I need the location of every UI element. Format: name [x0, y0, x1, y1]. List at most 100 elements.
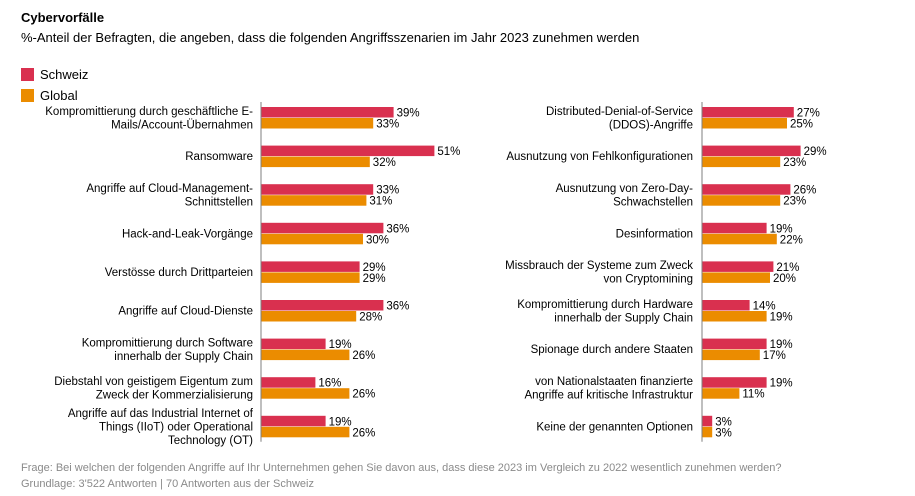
- category-label: Ransomware: [185, 151, 253, 163]
- data-label: 19%: [770, 312, 793, 324]
- category-label: Ausnutzung von Fehlkonfigurationen: [506, 151, 693, 163]
- data-label: 19%: [329, 339, 352, 351]
- bar-schweiz: [702, 338, 767, 350]
- data-label: 20%: [773, 273, 796, 285]
- category-label: Keine der genannten Optionen: [536, 421, 693, 433]
- data-label: 29%: [363, 273, 386, 285]
- footer-question: Frage: Bei welchen der folgenden Angriff…: [21, 462, 782, 474]
- category-label: Schnittstellen: [185, 196, 253, 208]
- category-label: innerhalb der Supply Chain: [114, 351, 253, 363]
- category-label: von Cryptomining: [604, 274, 693, 286]
- bar-global: [702, 195, 781, 206]
- category-label: Kompromittierung durch Software: [82, 337, 253, 349]
- bar-global: [702, 233, 777, 245]
- bar-schweiz: [261, 338, 326, 350]
- bar-schweiz: [702, 184, 791, 195]
- data-label: 33%: [376, 119, 399, 131]
- bar-global: [261, 272, 360, 283]
- legend-label-global: Global: [40, 87, 78, 103]
- data-label: 30%: [366, 234, 389, 246]
- category-label: Ausnutzung von Zero-Day-: [556, 183, 694, 195]
- data-label: 3%: [715, 416, 732, 428]
- category-label: Desinformation: [616, 228, 693, 240]
- bar-schweiz: [261, 184, 374, 195]
- bar-global: [261, 311, 357, 322]
- data-label: 19%: [770, 339, 793, 351]
- data-label: 26%: [352, 350, 375, 362]
- bar-schweiz: [702, 300, 750, 311]
- data-label: 22%: [780, 234, 803, 246]
- category-label: Mails/Account-Übernahmen: [111, 119, 253, 131]
- bar-schweiz: [261, 222, 384, 234]
- data-label: 23%: [783, 157, 806, 169]
- bar-global: [702, 156, 781, 168]
- data-label: 23%: [783, 196, 806, 208]
- bar-global: [261, 388, 350, 399]
- category-label: Technology (OT): [168, 435, 253, 447]
- legend-item-global: Global: [21, 87, 78, 103]
- category-label: Schwachstellen: [613, 196, 693, 208]
- category-label: Verstösse durch Drittparteien: [105, 267, 253, 279]
- category-label: innerhalb der Supply Chain: [554, 312, 693, 324]
- data-label: 19%: [329, 416, 352, 428]
- category-label: Distributed-Denial-of-Service: [546, 106, 693, 118]
- bar-schweiz: [261, 145, 435, 157]
- bar-global: [261, 233, 363, 245]
- bar-schweiz: [702, 145, 801, 157]
- data-label: 3%: [715, 427, 732, 439]
- data-label: 28%: [359, 312, 382, 324]
- data-label: 25%: [790, 119, 813, 131]
- data-label: 33%: [376, 185, 399, 197]
- category-label: Spionage durch andere Staaten: [531, 344, 693, 356]
- bar-global: [702, 426, 713, 438]
- category-label: Missbrauch der Systeme zum Zweck: [505, 260, 693, 272]
- category-label: Hack-and-Leak-Vorgänge: [122, 228, 253, 240]
- data-label: 27%: [797, 108, 820, 120]
- category-label: Angriffe auf das Industrial Internet of: [68, 408, 254, 420]
- category-label: (DDOS)-Angriffe: [609, 119, 693, 131]
- bar-global: [261, 118, 374, 129]
- data-label: 14%: [753, 301, 776, 313]
- data-label: 36%: [386, 301, 409, 313]
- bar-global: [702, 272, 770, 283]
- data-label: 26%: [352, 427, 375, 439]
- bar-global: [702, 118, 787, 129]
- data-label: 19%: [770, 378, 793, 390]
- bar-global: [702, 388, 740, 399]
- legend-item-schweiz: Schweiz: [21, 66, 88, 82]
- bar-global: [261, 349, 350, 361]
- bar-schweiz: [261, 300, 384, 311]
- data-label: 29%: [804, 146, 827, 158]
- data-label: 11%: [742, 389, 764, 401]
- category-label: Zweck der Kommerzialisierung: [96, 389, 253, 401]
- bar-global: [702, 349, 760, 361]
- data-label: 36%: [386, 223, 409, 235]
- category-label: Things (IIoT) oder Operational: [99, 421, 253, 433]
- data-label: 26%: [352, 389, 375, 401]
- legend-label-schweiz: Schweiz: [40, 66, 89, 82]
- bar-schweiz: [702, 377, 767, 388]
- bar-global: [261, 195, 367, 206]
- data-label: 51%: [437, 146, 460, 158]
- chart-subtitle: %-Anteil der Befragten, die angeben, das…: [21, 30, 640, 45]
- category-label: Angriffe auf Cloud-Management-: [86, 183, 253, 195]
- chart-title: Cybervorfälle: [21, 10, 105, 25]
- bar-schweiz: [702, 222, 767, 234]
- bar-schweiz: [702, 415, 713, 427]
- bar-schweiz: [261, 415, 326, 427]
- bar-schweiz: [261, 261, 360, 272]
- bar-global: [261, 156, 370, 168]
- bar-schweiz: [702, 261, 774, 272]
- bar-schweiz: [702, 107, 794, 118]
- data-label: 29%: [363, 262, 386, 274]
- data-label: 19%: [770, 223, 793, 235]
- bar-schweiz: [261, 377, 316, 388]
- category-label: Diebstahl von geistigem Eigentum zum: [54, 376, 253, 388]
- data-label: 39%: [397, 108, 420, 120]
- category-label: Angriffe auf Cloud-Dienste: [118, 306, 253, 318]
- bar-schweiz: [261, 107, 394, 118]
- data-label: 17%: [763, 350, 786, 362]
- footer-basis: Grundlage: 3'522 Antworten | 70 Antworte…: [21, 478, 314, 490]
- data-label: 16%: [318, 378, 341, 390]
